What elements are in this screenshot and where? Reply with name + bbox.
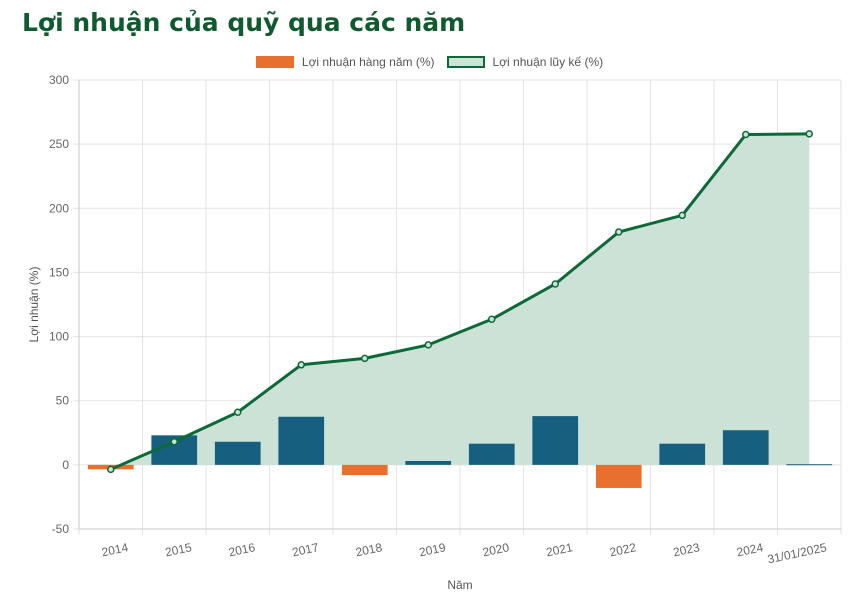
x-tick-label: 2021 [545,540,574,559]
bar-2017 [278,416,325,465]
y-tick-label: 250 [49,137,69,151]
cumulative-point-2016 [234,408,242,417]
cumulative-area [110,133,810,470]
x-tick-label: 31/01/2025 [766,540,828,566]
cumulative-point-2020 [488,315,496,324]
bar-2024 [722,430,769,465]
y-tick-label: 0 [62,458,69,472]
x-tick-label: 2023 [672,540,701,559]
y-tick-label: 300 [49,73,69,87]
y-tick-label: 50 [56,394,70,408]
cumulative-point-2021 [551,280,559,288]
cumulative-point-2022 [615,228,623,236]
x-tick-label: 2019 [418,540,447,559]
cumulative-point-2024 [742,130,750,139]
x-tick-label: 2014 [100,540,129,559]
cumulative-point-2017 [297,361,305,369]
x-tick-label: 2024 [735,540,764,559]
x-axis-title: Năm [447,578,472,592]
y-tick-label: 100 [49,330,69,344]
bar-2020 [468,443,515,465]
chart-legend: Lợi nhuận hàng năm (%) Lợi nhuận lũy kế … [0,55,859,69]
cumulative-point-2015 [170,438,178,446]
x-tick-label: 2020 [481,540,510,559]
legend-label-annual: Lợi nhuận hàng năm (%) [301,55,435,69]
y-axis-title: Lợi nhuận (%) [27,267,41,343]
legend-swatch-annual [255,56,294,68]
bar-2023 [659,443,706,465]
legend-label-cumulative: Lợi nhuận lũy kế (%) [492,55,604,69]
cumulative-point-2023 [678,211,686,220]
y-tick-label: -50 [52,522,70,536]
legend-item-annual[interactable]: Lợi nhuận hàng năm (%) [255,55,435,69]
x-tick-label: 2018 [354,540,383,559]
bar-2022 [595,464,642,488]
y-tick-label: 200 [49,201,69,215]
x-tick-label: 2022 [608,540,637,559]
legend-swatch-cumulative [446,56,485,68]
bar-2016 [214,441,261,465]
cumulative-point-31/01/2025 [805,130,813,138]
bar-2021 [532,416,579,465]
x-tick-label: 2016 [227,540,256,559]
cumulative-point-2014 [107,465,115,474]
chart-title: Lợi nhuận của quỹ qua các năm [22,8,466,37]
legend-item-cumulative[interactable]: Lợi nhuận lũy kế (%) [446,55,604,69]
y-tick-label: 150 [49,265,69,279]
x-tick-label: 2015 [164,540,193,559]
bar-31/01/2025 [786,464,833,466]
cumulative-line [110,132,810,471]
x-tick-label: 2017 [291,540,320,559]
cumulative-point-2019 [424,341,432,349]
cumulative-point-2018 [361,354,369,363]
bar-2018 [341,464,388,476]
bar-2019 [405,461,452,465]
